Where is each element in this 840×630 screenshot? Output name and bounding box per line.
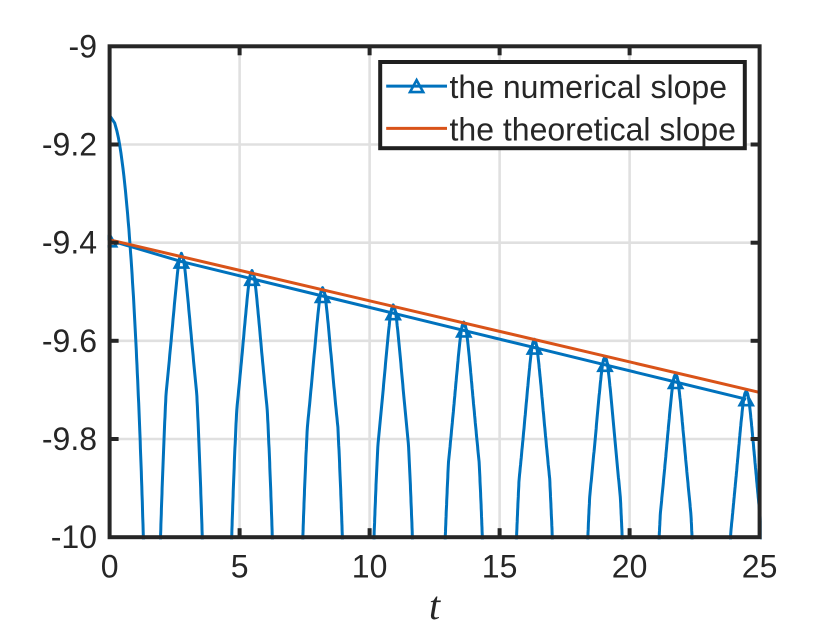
svg-text:25: 25: [742, 549, 778, 585]
svg-text:-9: -9: [69, 28, 97, 64]
svg-text:the numerical slope: the numerical slope: [450, 69, 727, 105]
svg-text:15: 15: [482, 549, 518, 585]
svg-text:-9.2: -9.2: [42, 127, 97, 163]
svg-text:0: 0: [101, 549, 119, 585]
svg-text:20: 20: [612, 549, 648, 585]
svg-text:10: 10: [352, 549, 388, 585]
svg-text:-10: -10: [51, 519, 97, 555]
svg-text:5: 5: [231, 549, 249, 585]
svg-text:the theoretical slope: the theoretical slope: [450, 111, 736, 147]
svg-text:-9.4: -9.4: [42, 225, 97, 261]
svg-text:-9.8: -9.8: [42, 421, 97, 457]
svg-text:-9.6: -9.6: [42, 323, 97, 359]
svg-text:t: t: [429, 583, 441, 628]
